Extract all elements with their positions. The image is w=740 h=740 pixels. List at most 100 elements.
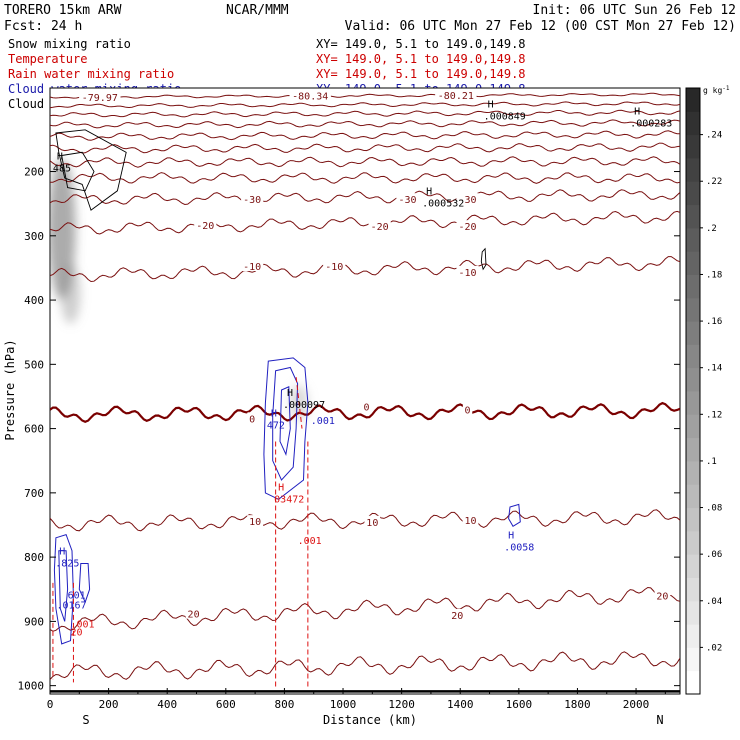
y-tick-label: 800 (24, 551, 44, 564)
isotherm-label-bg (654, 589, 671, 601)
extremum-value: 03472 (274, 494, 304, 505)
rain-water-contour (295, 377, 303, 429)
colorbar-swatch (686, 111, 700, 136)
isotherm-label-bg (185, 607, 202, 619)
plot-area: -79.97 -80.34 -80.21 -30 -30 -30 -20 -20 -20 -10 -… (50, 89, 680, 693)
x-tick-label: 200 (99, 698, 119, 711)
colorbar-tick-label: .1 (706, 457, 717, 467)
center-label: NCAR/MMM (226, 3, 289, 18)
colorbar-swatch (686, 88, 700, 112)
x-axis-title: Distance (km) (323, 713, 417, 727)
isotherm-label-bg (456, 265, 479, 277)
y-tick-label: 600 (24, 423, 44, 436)
isotherm-label-bg (396, 193, 419, 205)
colorbar-swatch (686, 624, 700, 648)
extremum-value: 485 (53, 163, 71, 174)
x-tick-label: 1800 (564, 698, 591, 711)
field-xy: XY= 149.0, 5.1 to 149.0,149.8 (316, 52, 526, 66)
isotherm-label: 20 (451, 611, 463, 622)
x-tick-label: 800 (274, 698, 294, 711)
y-tick-label: 700 (24, 487, 44, 500)
isotherm-label-bg (462, 403, 473, 415)
isotherm-label: -30 (243, 195, 261, 206)
extremum-value: .001 (298, 536, 322, 547)
field-xy: XY= 149.0, 5.1 to 149.0,149.8 (316, 67, 526, 81)
isotherm-label-bg (241, 193, 264, 205)
colorbar-tick-label: .24 (706, 131, 722, 141)
colorbar-swatch (686, 181, 700, 206)
isotherm-line (50, 189, 680, 206)
isotherm-line (50, 142, 680, 154)
colorbar-swatch (686, 157, 700, 182)
isotherm-line (50, 109, 680, 118)
isotherm-label: 0 (249, 414, 255, 425)
isotherm-line (50, 119, 680, 129)
colorbar-swatch (686, 484, 700, 509)
isotherm-line (50, 130, 680, 141)
temperature-isotherms (50, 92, 680, 680)
isotherm-label: 0 (363, 403, 369, 414)
isotherm-line (50, 651, 680, 680)
isotherm-label-bg (247, 515, 264, 527)
colorbar-swatch (686, 647, 700, 672)
isotherm-line (50, 101, 680, 109)
colorbar-tick-label: .14 (706, 364, 722, 374)
x-axis-south-label: S (82, 713, 89, 727)
x-tick-label: 1400 (447, 698, 474, 711)
rain-water-contours (52, 377, 309, 689)
cloud-water-contour (508, 503, 521, 527)
cloud-water-contour (53, 533, 74, 645)
isotherm-label: -20 (196, 221, 214, 232)
x-tick-label: 1200 (388, 698, 415, 711)
cloud-water-contours (53, 357, 521, 645)
isotherm-label-bg (364, 515, 381, 527)
isotherm-label-bg (79, 90, 121, 102)
isotherm-label: 0 (465, 405, 471, 416)
forecast-label: Fcst: 24 h (4, 19, 82, 34)
cloud-ice-contour (55, 129, 127, 211)
cloud-water-contour (279, 386, 291, 456)
colorbar-swatch (686, 367, 700, 392)
colorbar-tick-label: .02 (706, 643, 722, 653)
colorbar-swatch (686, 344, 700, 369)
isotherm-label: -30 (398, 195, 416, 206)
isotherm-label: 10 (249, 517, 261, 528)
y-tick-label: 1000 (18, 680, 45, 693)
cloud-ice-contours (55, 129, 487, 271)
y-tick-label: 300 (24, 230, 44, 243)
isotherm-label: 10 (464, 516, 476, 527)
extremum-marker: H (57, 151, 63, 162)
colorbar-swatch (686, 530, 700, 555)
extremum-value: .825 (55, 559, 79, 570)
colorbar-tick-label: .06 (706, 550, 722, 560)
extremum-marker: H (287, 388, 293, 399)
extremum-value: .001 (71, 620, 95, 631)
colorbar-tick-label: .12 (706, 410, 722, 420)
colorbar-swatch (686, 251, 700, 275)
colorbar-swatch (686, 274, 700, 299)
isotherm-label-bg (289, 89, 331, 101)
extremum-marker: H (488, 99, 494, 110)
colorbar-swatch (686, 507, 700, 532)
colorbar-tick-label: .16 (706, 317, 722, 327)
extremum-value: .000532 (422, 199, 464, 210)
isotherm-label: -20 (459, 222, 477, 233)
isotherm-label-bg (361, 400, 372, 412)
colorbar-swatch (686, 600, 700, 625)
extremum-value: .000097 (283, 400, 325, 411)
y-axis-title: Pressure (hPa) (3, 339, 17, 440)
x-tick-label: 1000 (330, 698, 357, 711)
model-label: TORERO 15km ARW (4, 3, 122, 18)
field-name: Snow mixing ratio (8, 37, 131, 51)
extremum-marker: H (508, 530, 514, 541)
x-tick-label: 2000 (623, 698, 650, 711)
extremum-marker: H (271, 408, 277, 419)
colorbar-swatch (686, 227, 700, 252)
isotherm-label: 20 (656, 592, 668, 603)
isotherm-label: -10 (325, 262, 343, 273)
snow-tail (60, 263, 81, 324)
extremum-value: .000849 (484, 111, 526, 122)
isotherm-labels: -79.97 -80.34 -80.21 -30 -30 -30 -20 -20 -20 -10 -… (79, 89, 671, 622)
extremum-value: 601 (68, 591, 86, 602)
extremum-marker: H (426, 187, 432, 198)
